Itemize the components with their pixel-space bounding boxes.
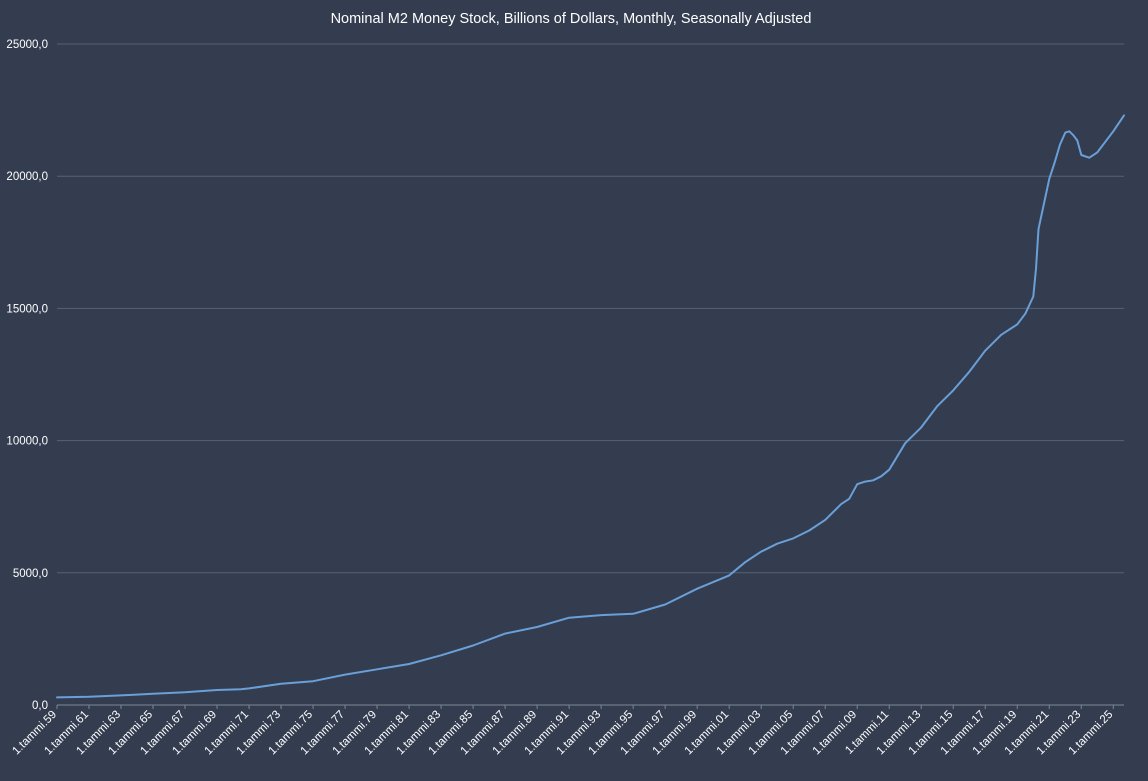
series-line <box>56 114 1125 699</box>
x-axis-ticks: 1.tammi.591.tammi.611.tammi.631.tammi.65… <box>10 705 1115 757</box>
gridlines <box>57 43 1124 706</box>
y-tick-label: 20000,0 <box>6 171 48 183</box>
y-tick-label: 15000,0 <box>6 303 48 315</box>
series-layer <box>56 114 1125 699</box>
y-tick-label: 0,0 <box>32 700 48 712</box>
y-tick-label: 10000,0 <box>6 436 48 448</box>
y-axis-ticks: 0,0 5000,0 10000,0 15000,0 20000,0 25000,0 <box>6 39 48 712</box>
y-tick-label: 5000,0 <box>13 568 48 580</box>
y-tick-label: 25000,0 <box>6 39 48 51</box>
chart-title: Nominal M2 Money Stock, Billions of Doll… <box>331 11 812 27</box>
